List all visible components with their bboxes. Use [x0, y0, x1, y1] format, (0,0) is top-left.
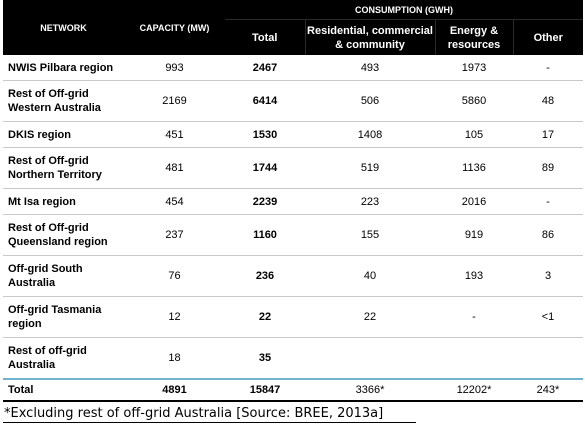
cell-energy: 2016	[435, 188, 513, 215]
totals-row: Total 4891 15847 3366* 12202* 243*	[3, 378, 583, 402]
cell-other	[513, 337, 583, 380]
cell-network: Rest of Off-grid Queensland region	[3, 214, 124, 256]
cell-energy: 5860	[435, 80, 513, 122]
cell-total: 1530	[225, 121, 305, 148]
cell-total: 1744	[225, 147, 305, 189]
cell-total: 1160	[225, 214, 305, 256]
cell-network: DKIS region	[3, 121, 124, 148]
table-row: DKIS region 451 1530 1408 105 17	[3, 121, 583, 148]
cell-residential	[305, 337, 435, 380]
cell-network: Rest of Off-grid Western Australia	[3, 80, 124, 122]
cell-total: 2467	[225, 55, 305, 81]
cell-network: Off-grid South Australia	[3, 255, 124, 297]
cell-residential: 506	[305, 80, 435, 122]
cell-capacity: 237	[124, 214, 225, 256]
cell-other: 89	[513, 147, 583, 189]
cell-other: 86	[513, 214, 583, 256]
table-row: NWIS Pilbara region 993 2467 493 1973 -	[3, 55, 583, 81]
table-row: Mt Isa region 454 2239 223 2016 -	[3, 188, 583, 215]
cell-residential: 1408	[305, 121, 435, 148]
table-row: Rest of Off-grid Queensland region 237 1…	[3, 214, 583, 256]
header-residential: Residential, commercial & community	[304, 19, 435, 55]
cell-other: <1	[513, 296, 583, 338]
cell-energy: 105	[435, 121, 513, 148]
footnote: *Excluding rest of off-grid Australia [S…	[3, 402, 416, 423]
cell-energy: 12202*	[435, 378, 513, 402]
cell-residential: 3366*	[305, 378, 435, 402]
header-network: NETWORK	[3, 0, 124, 55]
cell-residential: 155	[305, 214, 435, 256]
cell-capacity: 76	[124, 255, 225, 297]
table-row: Rest of off-grid Australia 18 35	[3, 337, 583, 380]
cell-residential: 22	[305, 296, 435, 338]
cell-capacity: 481	[124, 147, 225, 189]
cell-other: 3	[513, 255, 583, 297]
cell-total: 22	[225, 296, 305, 338]
table-row: Rest of Off-grid Northern Territory 481 …	[3, 147, 583, 189]
header-capacity: CAPACITY (MW)	[124, 0, 225, 55]
cell-capacity: 4891	[124, 378, 225, 402]
table-container: NETWORK CAPACITY (MW) CONSUMPTION (GWH) …	[3, 0, 583, 423]
cell-network: NWIS Pilbara region	[3, 55, 124, 81]
cell-capacity: 18	[124, 337, 225, 380]
cell-other: 48	[513, 80, 583, 122]
table-row: Off-grid Tasmania region 12 22 22 - <1	[3, 296, 583, 338]
cell-energy: 1973	[435, 55, 513, 81]
table-row: Off-grid South Australia 76 236 40 193 3	[3, 255, 583, 297]
cell-capacity: 993	[124, 55, 225, 81]
cell-other: -	[513, 188, 583, 215]
cell-total: 2239	[225, 188, 305, 215]
cell-residential: 40	[305, 255, 435, 297]
header-consumption: CONSUMPTION (GWH)	[225, 0, 583, 20]
offgrid-network-table: NETWORK CAPACITY (MW) CONSUMPTION (GWH) …	[3, 0, 583, 402]
header-other: Other	[512, 19, 583, 55]
cell-residential: 223	[305, 188, 435, 215]
cell-capacity: 454	[124, 188, 225, 215]
cell-other: 243*	[513, 378, 583, 402]
cell-other: -	[513, 55, 583, 81]
cell-other: 17	[513, 121, 583, 148]
cell-total: 6414	[225, 80, 305, 122]
cell-capacity: 451	[124, 121, 225, 148]
cell-network: Rest of Off-grid Northern Territory	[3, 147, 124, 189]
cell-total: 236	[225, 255, 305, 297]
cell-energy: 919	[435, 214, 513, 256]
cell-total: 35	[225, 337, 305, 380]
cell-residential: 493	[305, 55, 435, 81]
cell-network: Total	[3, 378, 124, 402]
cell-total: 15847	[225, 378, 305, 402]
table-row: Rest of Off-grid Western Australia 2169 …	[3, 80, 583, 122]
cell-energy: 193	[435, 255, 513, 297]
cell-energy: 1136	[435, 147, 513, 189]
cell-capacity: 2169	[124, 80, 225, 122]
cell-residential: 519	[305, 147, 435, 189]
header-total: Total	[225, 19, 305, 55]
cell-network: Off-grid Tasmania region	[3, 296, 124, 338]
header-energy: Energy & resources	[434, 19, 513, 55]
cell-energy: -	[435, 296, 513, 338]
cell-capacity: 12	[124, 296, 225, 338]
cell-network: Mt Isa region	[3, 188, 124, 215]
cell-energy	[435, 337, 513, 380]
cell-network: Rest of off-grid Australia	[3, 337, 124, 380]
